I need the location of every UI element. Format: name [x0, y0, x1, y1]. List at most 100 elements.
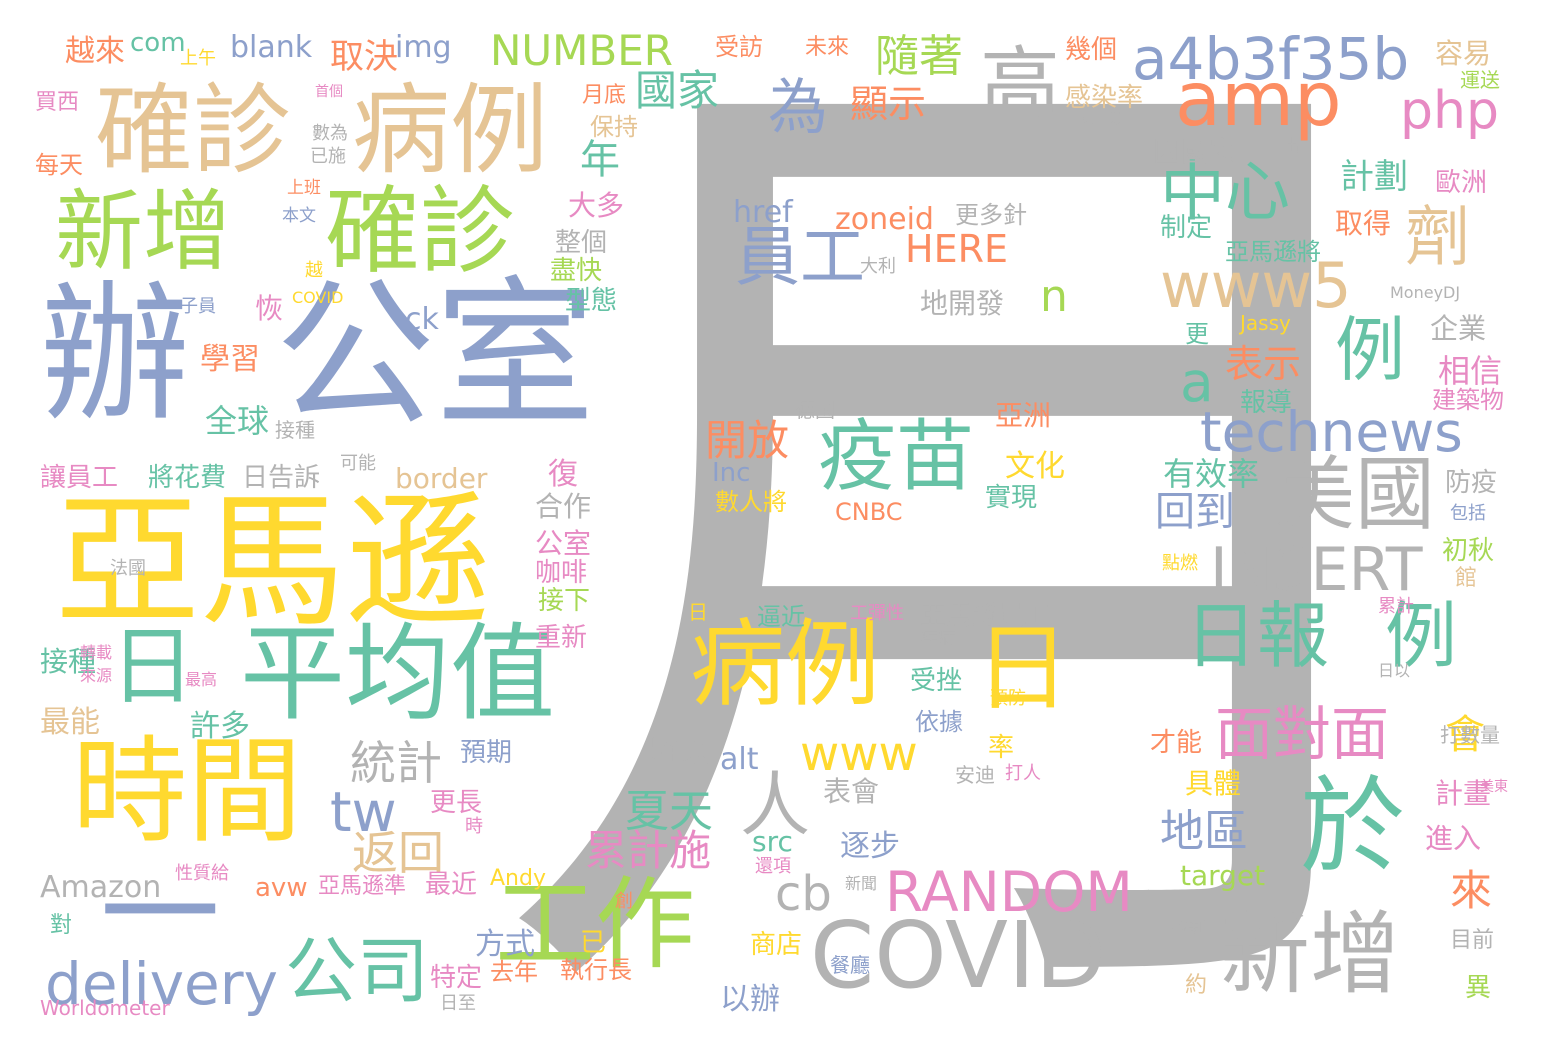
cloud-word: 夏天: [625, 786, 713, 837]
cloud-word: INSERT: [1210, 535, 1423, 605]
cloud-word: 幾個: [1065, 35, 1118, 65]
cloud-word: 以辦: [720, 982, 780, 1017]
cloud-word: 感染率: [1065, 83, 1144, 113]
cloud-word: 取決: [330, 37, 398, 77]
cloud-word: 高: [980, 38, 1060, 131]
cloud-word: 讓員工: [40, 463, 119, 493]
cloud-word: 首個: [315, 84, 343, 100]
cloud-word: 預期: [460, 738, 513, 768]
cloud-word: 一: [100, 845, 220, 984]
cloud-word: 相信: [1438, 352, 1503, 390]
cloud-word: 每天: [35, 151, 83, 179]
cloud-word: 日: [110, 618, 196, 717]
cloud-word: img: [395, 30, 452, 65]
cloud-word: 已施: [310, 146, 346, 167]
cloud-word: 還項: [755, 856, 791, 877]
cloud-word: 接種: [275, 418, 315, 442]
cloud-word: 制定: [1160, 213, 1213, 243]
cloud-word: 工作: [495, 866, 695, 983]
cloud-word: 日以: [1378, 661, 1411, 680]
cloud-word: 來: [1450, 866, 1493, 915]
cloud-word: 文化: [1005, 449, 1065, 484]
cloud-word: 許多: [190, 709, 250, 744]
cloud-word: 實現: [985, 483, 1038, 513]
cloud-word: target: [1180, 859, 1266, 892]
cloud-word: 目前: [1450, 928, 1495, 953]
cloud-word: 來源: [80, 666, 113, 685]
cloud-word: 全球: [205, 402, 270, 440]
cloud-word: 確診: [95, 74, 292, 188]
cloud-word: 建築物: [1432, 386, 1504, 414]
cloud-word: border: [395, 462, 488, 495]
cloud-word: 防疫: [1445, 468, 1498, 498]
cloud-word: 中心: [1160, 155, 1291, 230]
cloud-word: Jassy: [1240, 311, 1291, 335]
cloud-word: Andy: [490, 866, 546, 891]
cloud-word: ck: [405, 302, 439, 337]
cloud-word: 日報: [1185, 594, 1330, 678]
cloud-word: 最能: [40, 705, 100, 740]
cloud-word: www5: [1160, 249, 1352, 322]
cloud-word: 接種: [40, 645, 97, 678]
cloud-word: 公司: [285, 929, 430, 1013]
cloud-word: 隨著: [875, 31, 963, 82]
cloud-word: 病例: [690, 610, 881, 720]
cloud-word: 恢: [255, 292, 284, 325]
cloud-word: 學習: [200, 342, 260, 377]
cloud-word: 時間: [72, 725, 303, 859]
cloud-word: 日: [688, 600, 708, 624]
cloud-word: 未來: [805, 35, 850, 60]
cloud-word: 已: [580, 928, 607, 958]
cloud-word: 員工: [735, 220, 866, 295]
cloud-word: 確診: [325, 177, 516, 287]
cloud-word: 可能: [340, 453, 376, 474]
cloud-word: 子員: [180, 296, 216, 317]
cloud-word: 才能: [1150, 728, 1203, 758]
cloud-word: 劑: [1405, 200, 1471, 275]
cloud-word: alt: [720, 742, 759, 777]
cloud-word: 亞馬遜: [55, 478, 490, 647]
cloud-word: 疾病: [920, 628, 956, 649]
cloud-word: 例: [1335, 309, 1405, 391]
cloud-word: technews: [1200, 400, 1463, 464]
cloud-word: 亞馬遜準: [318, 874, 407, 899]
cloud-word: 計畫: [1435, 777, 1492, 810]
cloud-word: 日告訴: [242, 463, 321, 493]
cloud-word: a: [1180, 350, 1214, 414]
cloud-word: 日: [975, 614, 1071, 724]
cloud-word: 日至: [440, 993, 476, 1014]
cloud-word: 出: [1283, 136, 1301, 157]
cloud-word: 疫苗: [818, 412, 975, 502]
cloud-word: 轉載: [80, 643, 113, 662]
cloud-word: src: [752, 825, 793, 858]
cloud-word: 年: [580, 137, 620, 183]
cloud-word: 商店: [750, 930, 803, 960]
cloud-word: 新聞: [845, 874, 878, 893]
cloud-word: 新增: [55, 180, 232, 283]
cloud-word: 最高: [185, 670, 218, 689]
cloud-word: 回到: [1155, 489, 1235, 535]
cloud-word: 數人將: [715, 488, 787, 516]
cloud-word: 月: [490, 0, 1490, 1052]
cloud-word: zoneid: [835, 202, 934, 237]
cloud-word: 人: [740, 764, 810, 846]
cloud-word: 工彈性: [850, 603, 904, 624]
cloud-word: 包括: [1450, 503, 1486, 524]
cloud-word: 初秋: [1442, 536, 1495, 566]
cloud-word: 返回: [352, 826, 444, 880]
cloud-word: 亞洲: [995, 399, 1052, 432]
cloud-word: 報導: [1240, 388, 1293, 418]
cloud-word: 咖啡: [535, 558, 588, 588]
cloud-word: 安迪: [955, 763, 995, 787]
cloud-word: 例: [1385, 594, 1458, 678]
cloud-word: avw: [255, 873, 308, 903]
cloud-word: 執行長: [560, 956, 632, 984]
cloud-word: 越來: [65, 34, 125, 69]
cloud-word: 受挫: [910, 666, 963, 696]
cloud-word: 有效率: [1163, 455, 1260, 493]
cloud-word: 美東: [1480, 779, 1508, 795]
cloud-word: 大多: [568, 189, 625, 222]
cloud-word: 累計施: [585, 826, 712, 875]
cloud-word: com: [130, 28, 186, 58]
